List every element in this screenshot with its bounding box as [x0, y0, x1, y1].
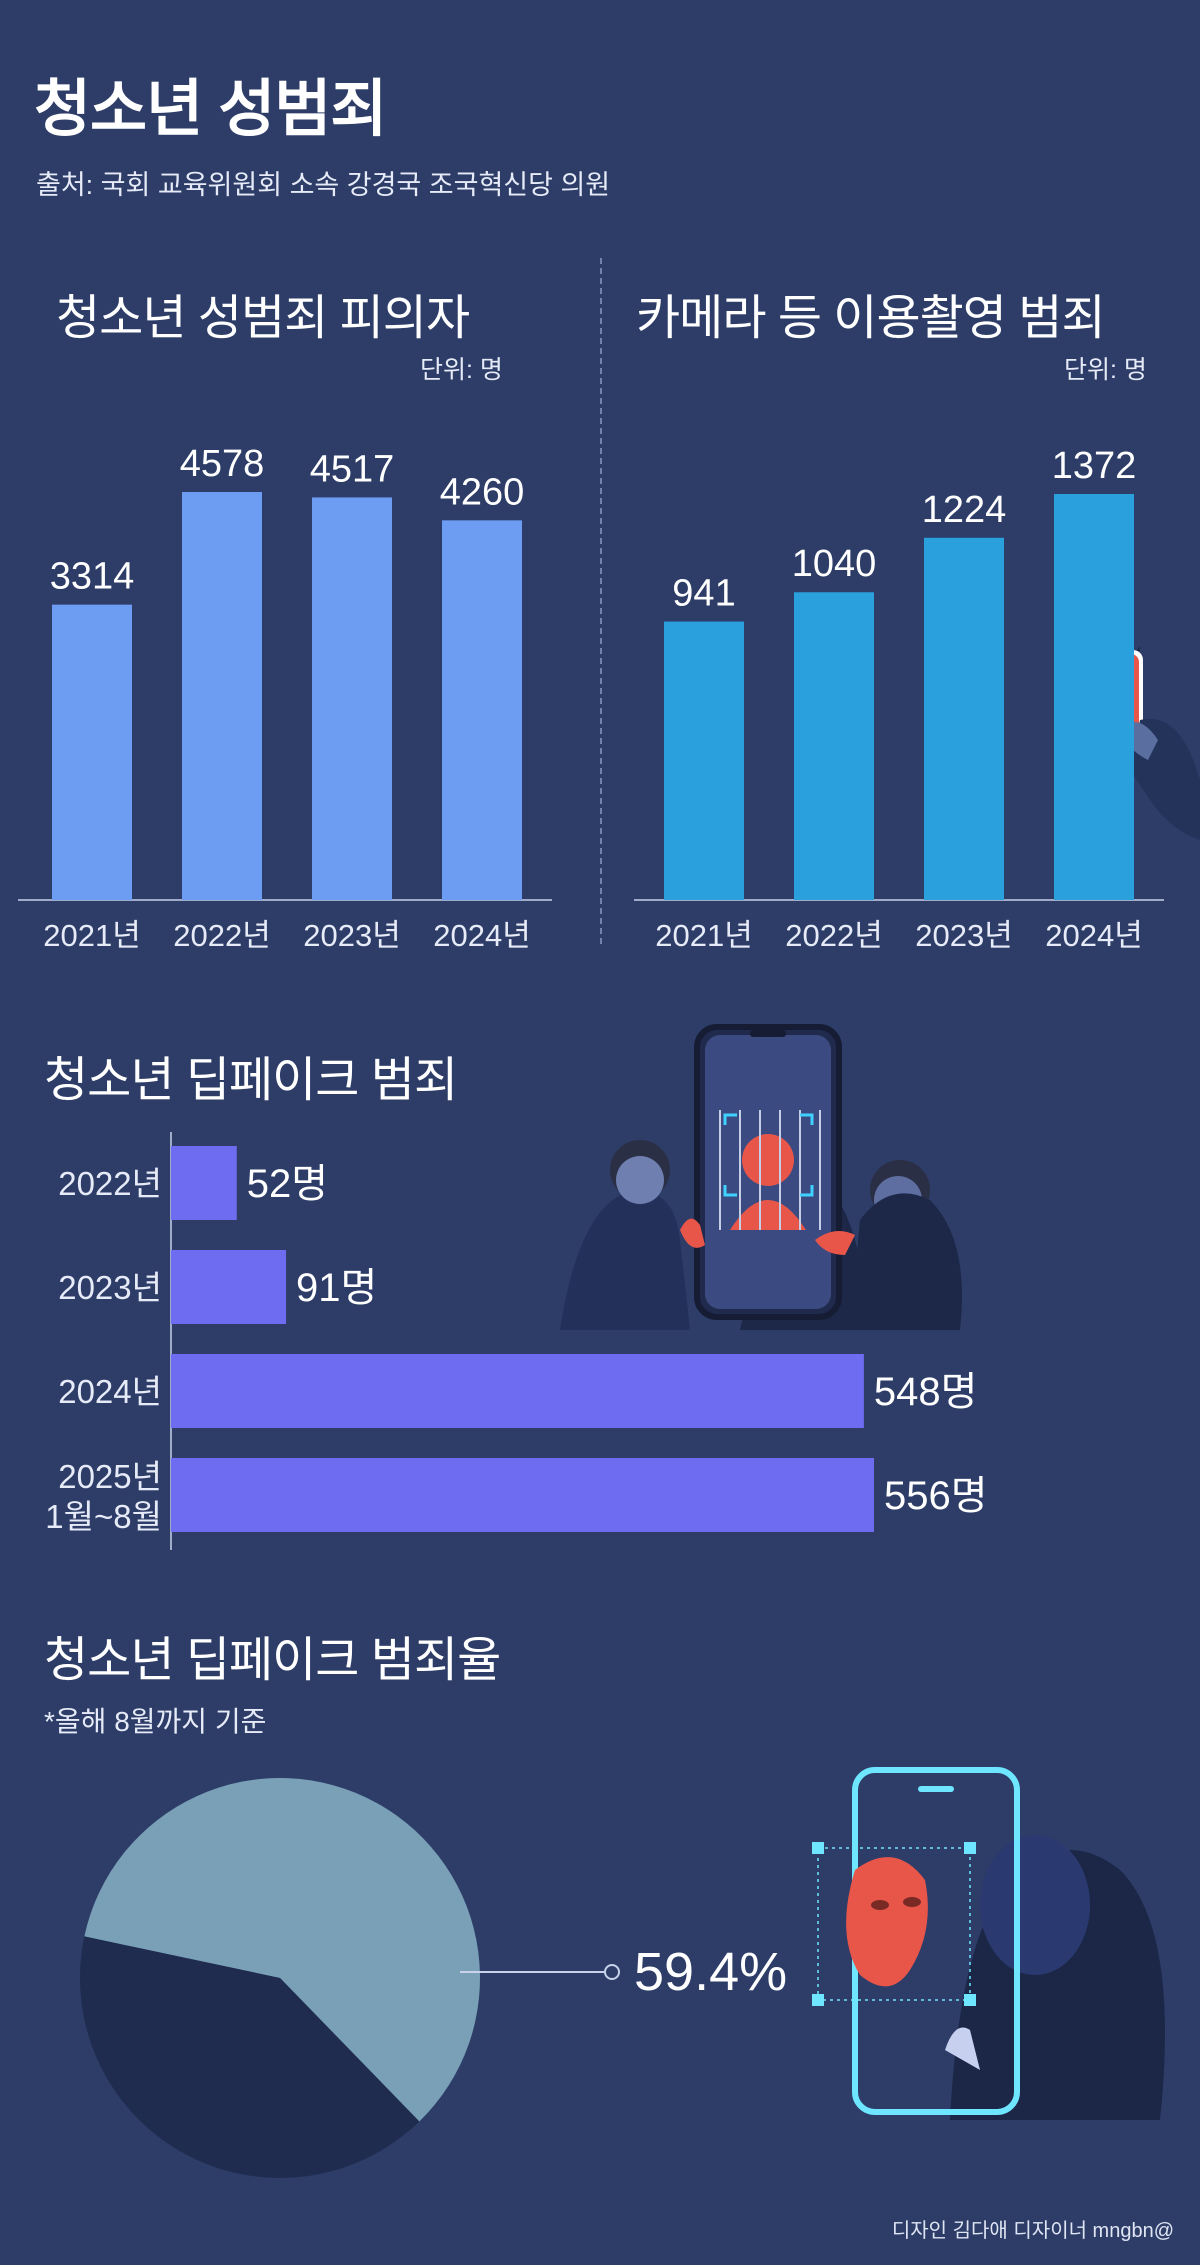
chart2-value-label: 1372 — [1052, 445, 1137, 487]
chart4-slice — [79, 1936, 420, 2178]
chart1-category-label: 2021년 — [43, 918, 140, 953]
chart2-category-label: 2023년 — [915, 918, 1012, 953]
chart1-value-label: 3314 — [50, 556, 135, 598]
deepfake-mask-phone-icon — [812, 1767, 1165, 2120]
chart3-category-label: 2024년 — [58, 1373, 162, 1410]
source-note: 출처: 국회 교육위원회 소속 강경국 조국혁신당 의원 — [36, 170, 611, 200]
chart1-bar — [52, 604, 132, 900]
chart2-category-label: 2021년 — [655, 918, 752, 953]
chart4-title: 청소년 딥페이크 범죄율 — [44, 1634, 501, 1687]
chart3-bar — [171, 1354, 864, 1428]
chart2-bar — [924, 537, 1004, 900]
chart2-value-label: 941 — [672, 573, 735, 615]
chart3-value-label: 52명 — [247, 1162, 328, 1206]
chart1-bar — [312, 497, 392, 900]
chart2-value-label: 1040 — [792, 543, 877, 585]
page-title: 청소년 성범죄 — [34, 75, 387, 144]
chart1-value-label: 4578 — [180, 443, 265, 485]
section-divider — [600, 258, 602, 944]
chart4-leader-dot — [604, 1964, 620, 1980]
chart3-title: 청소년 딥페이크 범죄 — [44, 1054, 458, 1107]
chart1-value-label: 4260 — [440, 471, 525, 513]
chart4-value-label: 59.4% — [634, 1942, 787, 2002]
chart2-value-label: 1224 — [922, 489, 1007, 531]
chart3-bar — [171, 1146, 237, 1220]
chart1-title: 청소년 성범죄 피의자 — [56, 292, 470, 345]
chart1-bar — [182, 492, 262, 900]
chart3-value-label: 556명 — [884, 1474, 988, 1518]
chart3-value-label: 548명 — [874, 1370, 978, 1414]
deepfake-phone-people-icon — [560, 1024, 962, 1330]
chart1-category-label: 2022년 — [173, 918, 270, 953]
chart2-bar — [664, 621, 744, 900]
chart3-value-label: 91명 — [296, 1266, 377, 1310]
chart1-unit: 단위: 명 — [420, 356, 503, 384]
chart1-category-label: 2024년 — [433, 918, 530, 953]
chart2-category-label: 2024년 — [1045, 918, 1142, 953]
chart4-subtitle: *올해 8월까지 기준 — [44, 1706, 267, 1737]
chart3-bar — [171, 1250, 287, 1324]
chart1-category-label: 2023년 — [303, 918, 400, 953]
chart2-title: 카메라 등 이용촬영 범죄 — [636, 292, 1106, 345]
chart2-category-label: 2022년 — [785, 918, 882, 953]
chart3-category-label: 2023년 — [58, 1269, 162, 1306]
chart3-bar — [171, 1458, 874, 1532]
chart1-value-label: 4517 — [310, 448, 395, 490]
chart3-category-label: 2025년 1월~8월 — [45, 1458, 162, 1535]
chart2-bar — [1054, 494, 1134, 900]
chart2-bar — [794, 592, 874, 900]
chart3-category-label: 2022년 — [58, 1165, 162, 1202]
credit-text: 디자인 김다애 디자이너 mngbn@ — [891, 2220, 1174, 2242]
chart2-unit: 단위: 명 — [1064, 356, 1147, 384]
chart1-bar — [442, 520, 522, 900]
chart4-slice — [84, 1778, 480, 2122]
